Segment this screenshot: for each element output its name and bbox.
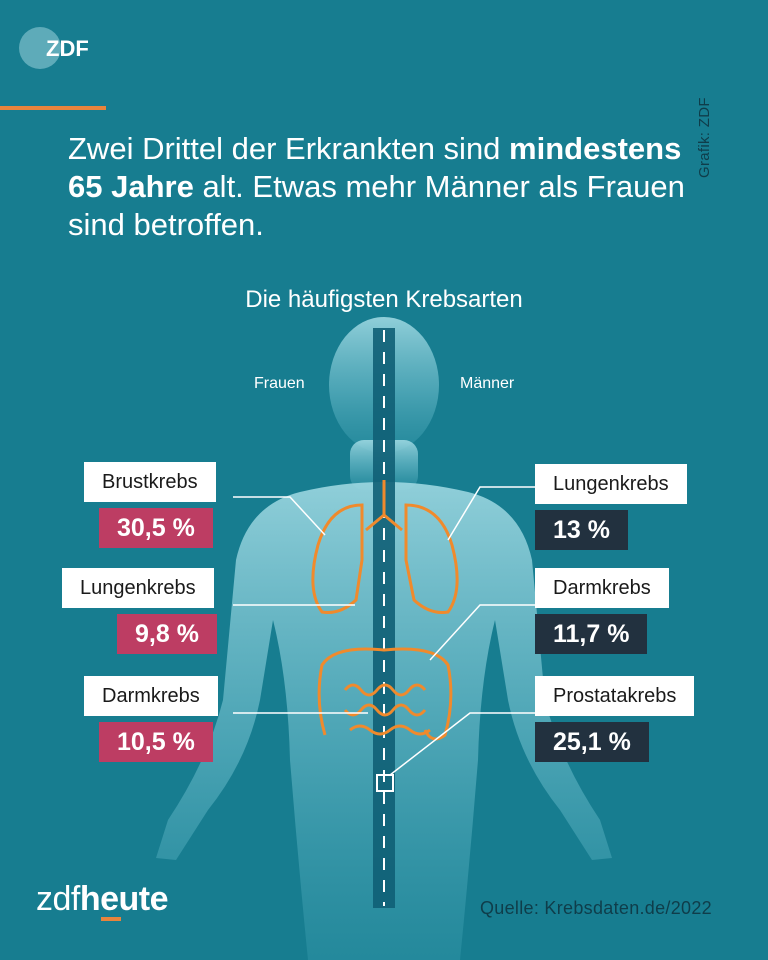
headline: Zwei Drittel der Erkrankten sind mindest… — [68, 130, 688, 244]
men-label-lung: Lungenkrebs — [535, 464, 687, 504]
men-header: Männer — [460, 375, 515, 392]
brand-accent — [101, 917, 121, 921]
women-header: Frauen — [254, 375, 305, 392]
women-value-colon: 10,5 % — [99, 722, 213, 762]
zdfheute-logo: zdfheute — [36, 880, 169, 919]
chart-subtitle: Die häufigsten Krebsarten — [245, 286, 523, 313]
headline-bold: mindestens 65 Jahre — [68, 131, 682, 204]
women-value-breast: 30,5 % — [99, 508, 213, 548]
brand-heute: heute — [79, 880, 169, 918]
headline-part1: Zwei Drittel der Erkrankten sind — [68, 131, 510, 166]
headline-part2: alt. Etwas mehr Männer als Frauen sind b… — [68, 169, 685, 242]
men-label-prostate: Prostatakrebs — [535, 676, 695, 716]
women-label-colon: Darmkrebs — [84, 676, 218, 716]
prostate-marker-icon — [376, 774, 394, 792]
zdf-logo-icon: ZDF — [19, 27, 89, 69]
lungs-icon — [311, 480, 459, 614]
men-value-colon: 11,7 % — [535, 614, 648, 654]
women-label-breast: Brustkrebs — [84, 462, 216, 502]
women-label-lung: Lungenkrebs — [62, 568, 214, 608]
intestines-icon — [317, 647, 453, 741]
source-text: Quelle: Krebsdaten.de/2022 — [480, 898, 712, 918]
brand-zdf: zdf — [36, 880, 80, 918]
accent-line — [0, 106, 106, 110]
connector-lines — [233, 486, 535, 776]
men-value-lung: 13 % — [535, 510, 628, 550]
men-label-colon: Darmkrebs — [535, 568, 669, 608]
zdf-logo-text: ZDF — [46, 36, 89, 61]
men-value-prostate: 25,1 % — [535, 722, 649, 762]
credit-text: Grafik: ZDF — [696, 97, 713, 178]
women-value-lung: 9,8 % — [117, 614, 217, 654]
